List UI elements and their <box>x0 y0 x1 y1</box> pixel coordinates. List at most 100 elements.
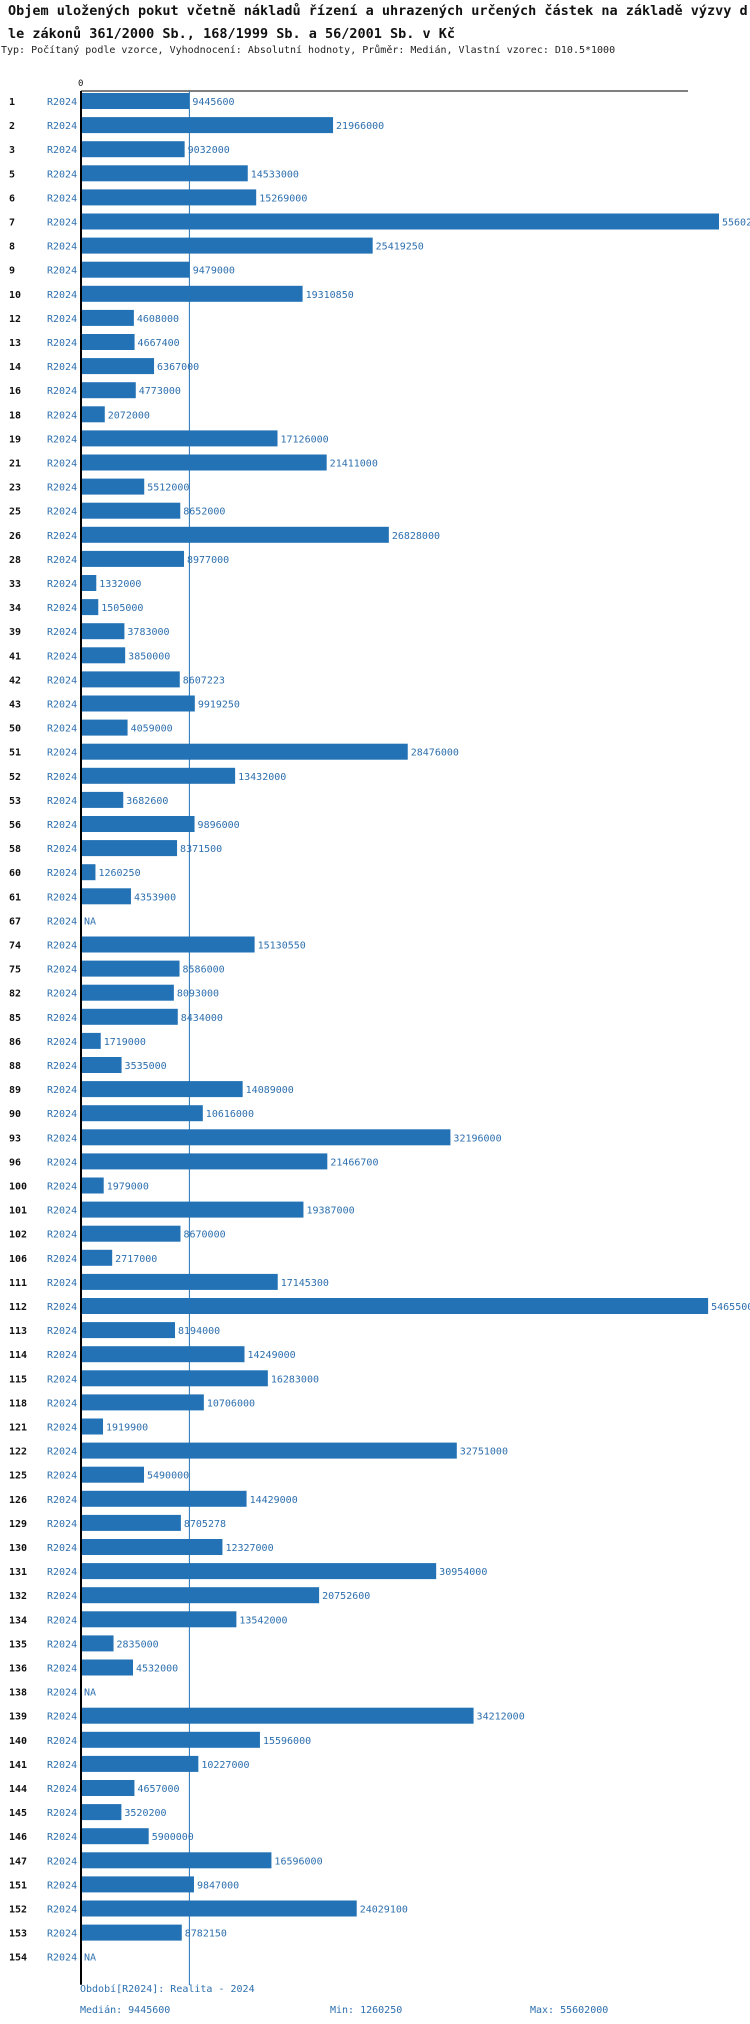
series-label: R2024 <box>47 1447 77 1458</box>
value-label: 14089000 <box>246 1085 294 1096</box>
series-label: R2024 <box>47 700 77 711</box>
value-label: 12327000 <box>225 1543 273 1554</box>
series-label: R2024 <box>47 1109 77 1120</box>
bar <box>81 1442 457 1459</box>
value-label: 21466700 <box>330 1157 378 1168</box>
series-label: R2024 <box>47 1230 77 1241</box>
value-label: 14249000 <box>247 1350 295 1361</box>
value-label: 4353900 <box>134 892 176 903</box>
row-label: 131 <box>9 1567 27 1578</box>
series-label: R2024 <box>47 1495 77 1506</box>
row-label: 93 <box>9 1133 21 1144</box>
series-label: R2024 <box>47 675 77 686</box>
series-label: R2024 <box>47 1543 77 1554</box>
row-label: 9 <box>9 266 15 277</box>
bar <box>81 165 248 182</box>
value-label: 13542000 <box>239 1615 287 1626</box>
bar <box>81 1008 178 1025</box>
row-label: 58 <box>9 844 21 855</box>
bar <box>81 1394 204 1411</box>
series-label: R2024 <box>47 941 77 952</box>
bar <box>81 1466 144 1483</box>
bar <box>81 141 185 158</box>
series-label: R2024 <box>47 820 77 831</box>
value-label: 14533000 <box>251 169 299 180</box>
bar <box>81 1177 104 1194</box>
series-label: R2024 <box>47 1591 77 1602</box>
value-label: 6367000 <box>157 362 199 373</box>
row-label: 88 <box>9 1061 21 1072</box>
series-label: R2024 <box>47 1615 77 1626</box>
bar <box>81 237 373 254</box>
series-label: R2024 <box>47 1157 77 1168</box>
row-label: 153 <box>9 1929 27 1940</box>
row-label: 21 <box>9 459 21 470</box>
series-label: R2024 <box>47 724 77 735</box>
bar <box>81 93 190 109</box>
bar <box>81 1707 474 1724</box>
value-label: 54655000 <box>711 1302 750 1313</box>
series-label: R2024 <box>47 965 77 976</box>
bar <box>81 984 174 1001</box>
value-label: 17126000 <box>281 434 329 445</box>
value-label: 16283000 <box>271 1374 319 1385</box>
series-label: R2024 <box>47 362 77 373</box>
footer-period: Období[R2024]: Realita - 2024 <box>80 1984 255 1995</box>
value-label: 8607223 <box>183 675 225 686</box>
series-label: R2024 <box>47 1808 77 1819</box>
series-label: R2024 <box>47 1471 77 1482</box>
series-label: R2024 <box>47 772 77 783</box>
row-label: 86 <box>9 1037 21 1048</box>
value-label: 3783000 <box>127 627 169 638</box>
value-label: 4059000 <box>131 724 173 735</box>
value-label: 8586000 <box>183 965 225 976</box>
row-label: 42 <box>9 675 21 686</box>
row-label: 23 <box>9 483 21 494</box>
series-label: R2024 <box>47 531 77 542</box>
series-label: R2024 <box>47 796 77 807</box>
bar <box>81 213 719 230</box>
value-label: 4667400 <box>138 338 180 349</box>
value-label: 8670000 <box>183 1230 225 1241</box>
bar <box>81 1755 199 1772</box>
bar <box>81 502 181 519</box>
value-label: 9445600 <box>192 97 234 108</box>
bar <box>81 1804 122 1821</box>
series-label: R2024 <box>47 892 77 903</box>
row-label: 136 <box>9 1664 27 1675</box>
row-label: 1 <box>9 97 15 108</box>
row-label: 67 <box>9 916 21 927</box>
series-label: R2024 <box>47 169 77 180</box>
footer-min: Min: 1260250 <box>330 2005 403 2016</box>
bar <box>81 478 145 495</box>
series-label: R2024 <box>47 868 77 879</box>
bar <box>81 791 124 808</box>
value-label: 32751000 <box>460 1447 508 1458</box>
footer-max: Max: 55602000 <box>530 2005 609 2016</box>
series-label: R2024 <box>47 1398 77 1409</box>
value-label: 1919900 <box>106 1423 148 1434</box>
row-label: 138 <box>9 1688 27 1699</box>
series-label: R2024 <box>47 1880 77 1891</box>
series-label: R2024 <box>47 1519 77 1530</box>
value-label: 4608000 <box>137 314 179 325</box>
bar <box>81 1370 268 1387</box>
series-label: R2024 <box>47 1350 77 1361</box>
series-label: R2024 <box>47 290 77 301</box>
value-label: NA <box>84 1688 96 1699</box>
bar <box>81 1346 245 1363</box>
value-label: 9847000 <box>197 1880 239 1891</box>
bar <box>81 1635 114 1652</box>
row-label: 134 <box>9 1615 27 1626</box>
row-label: 122 <box>9 1447 27 1458</box>
bar <box>81 406 105 423</box>
series-label: R2024 <box>47 1206 77 1217</box>
row-label: 52 <box>9 772 21 783</box>
bar <box>81 1418 104 1435</box>
row-label: 16 <box>9 386 21 397</box>
value-label: NA <box>84 916 96 927</box>
bar <box>81 1611 237 1628</box>
value-label: 2072000 <box>108 410 150 421</box>
value-label: 15269000 <box>259 193 307 204</box>
series-label: R2024 <box>47 1133 77 1144</box>
